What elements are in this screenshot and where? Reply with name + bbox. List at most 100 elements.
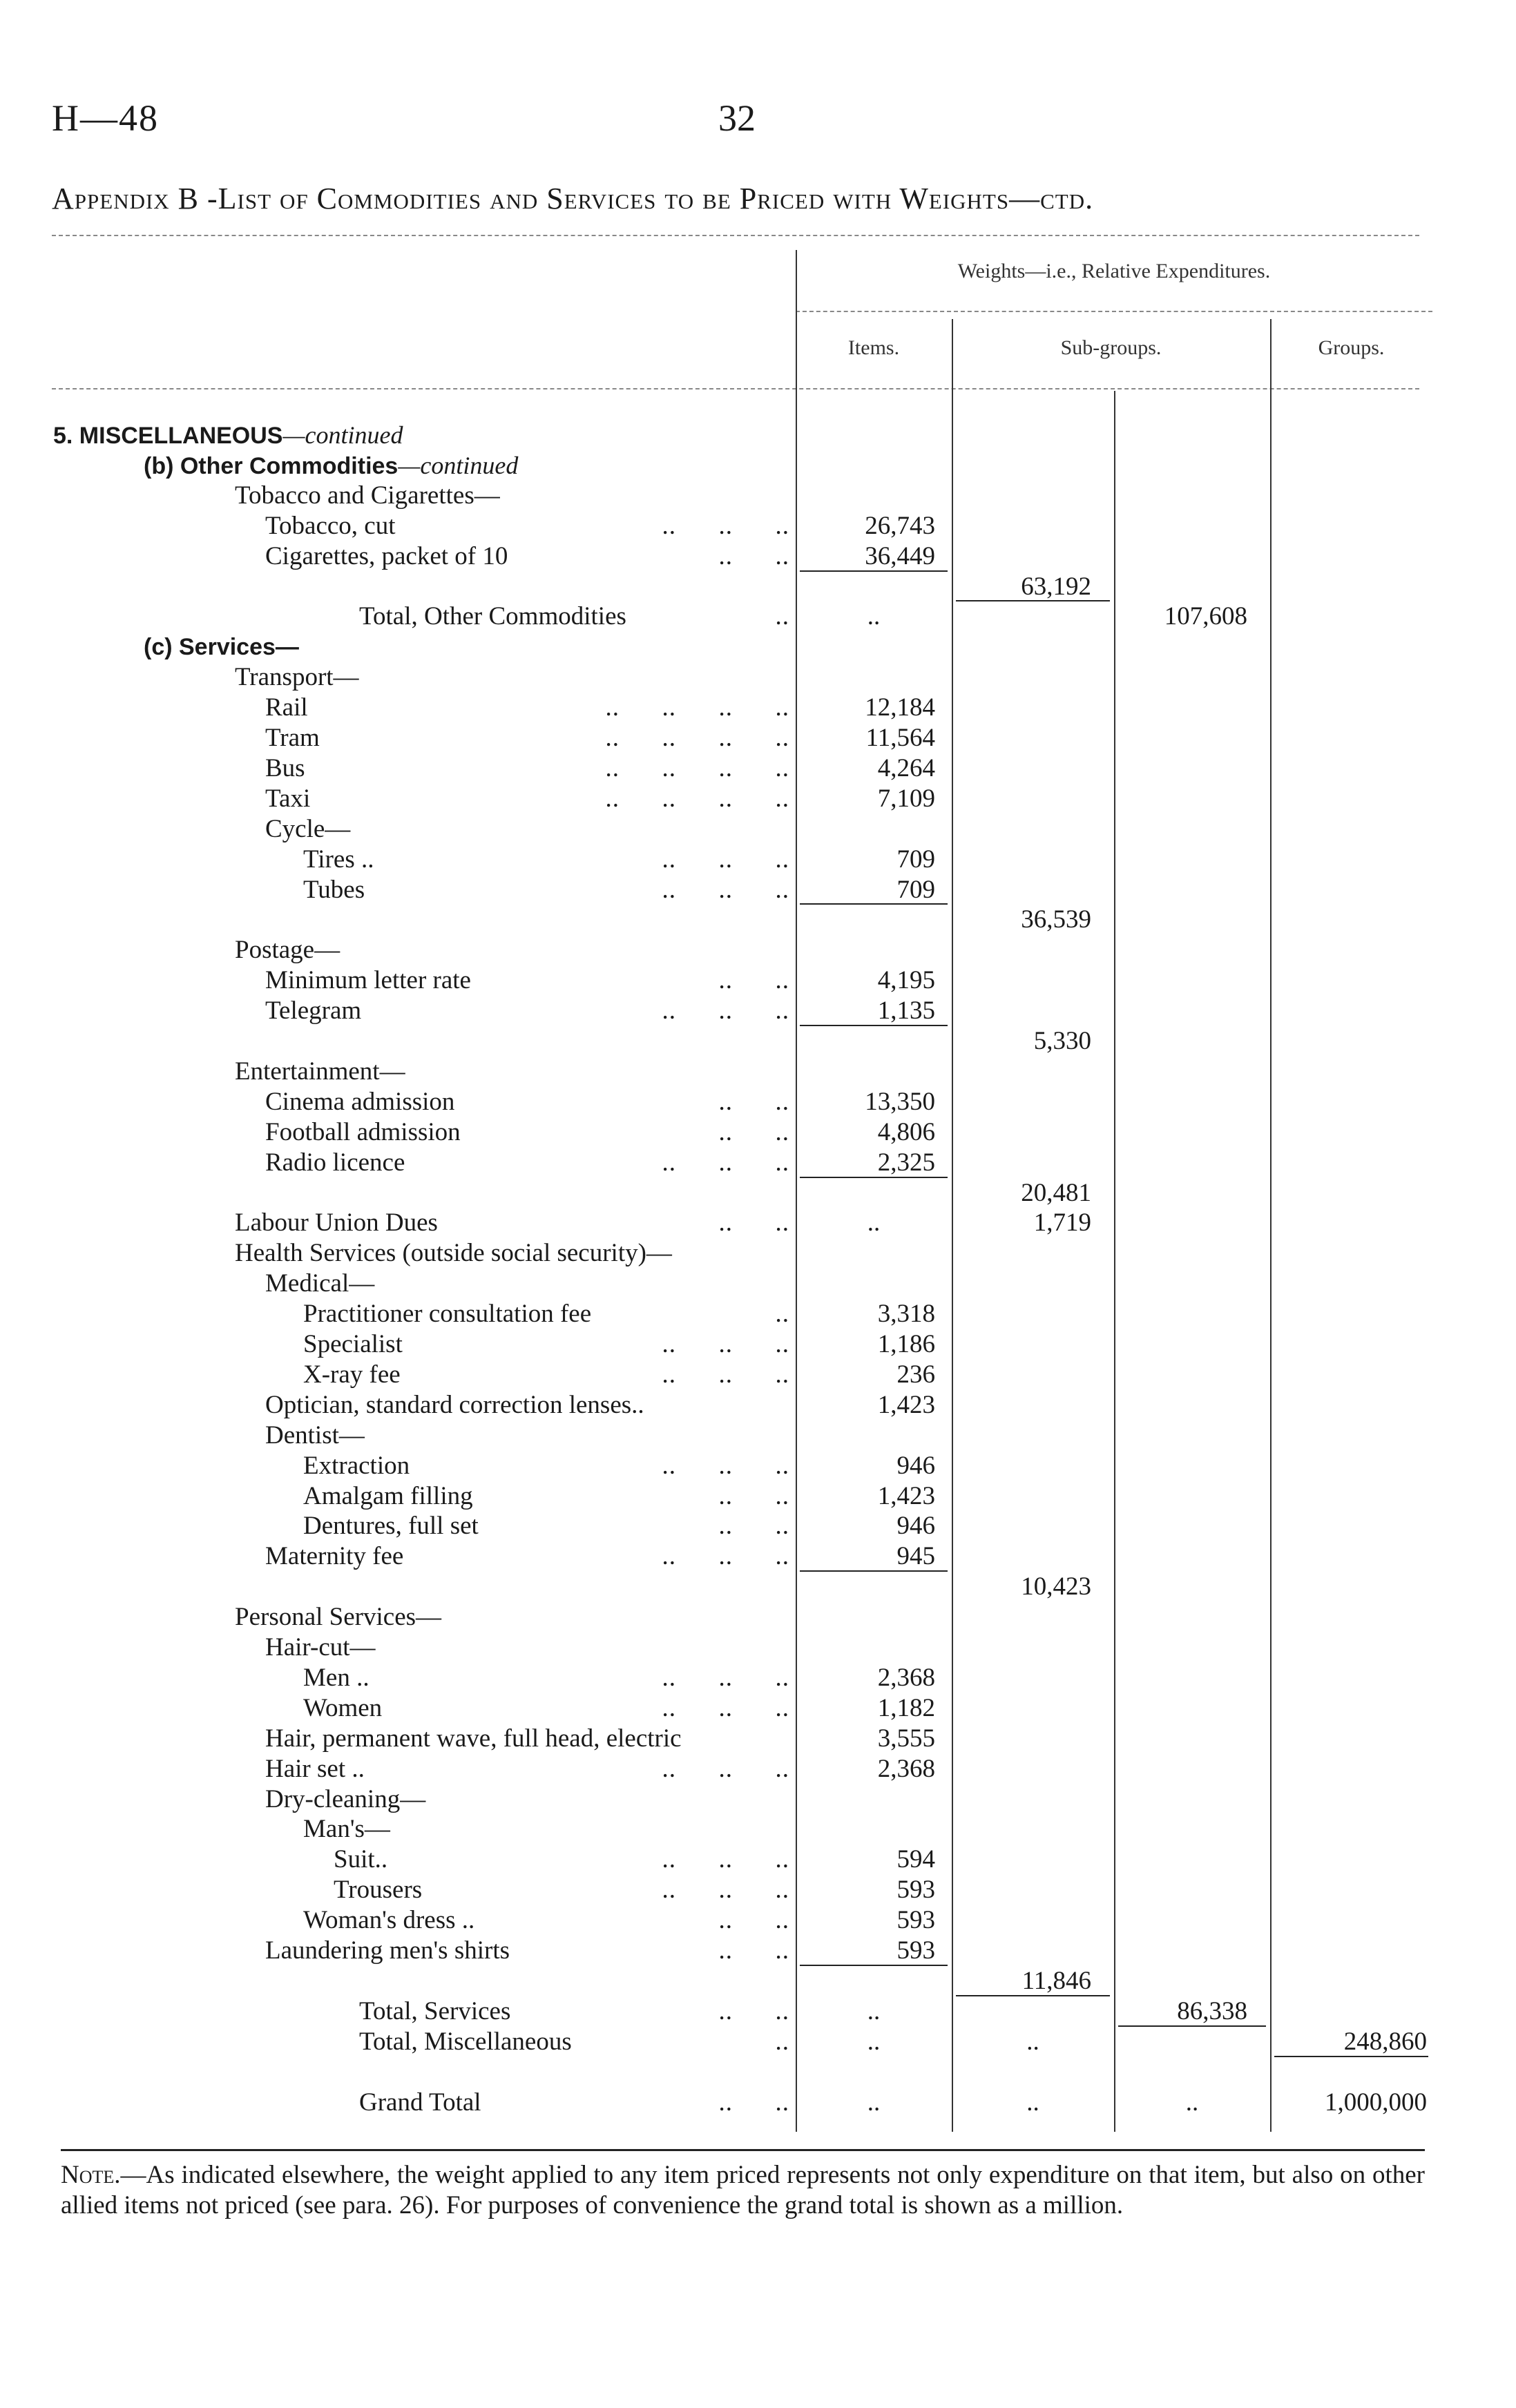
table-row: Bus .. .. .. .. 4,264 <box>0 753 1516 784</box>
table-row: Maternity fee .. .. .. 945 <box>0 1541 1516 1572</box>
table-row: Hair, permanent wave, full head, electri… <box>0 1724 1516 1754</box>
row-label: Woman's dress .. <box>303 1905 474 1936</box>
row-label-text: Hair set .. <box>265 1754 365 1783</box>
column-divider <box>952 319 953 2132</box>
dot-leader: .. .. .. <box>662 875 789 904</box>
dot-leader: .. .. .. <box>662 1360 789 1389</box>
footer-divider <box>61 2149 1425 2151</box>
column-header-groups: Groups. <box>1318 336 1385 359</box>
table-row <box>0 2055 1516 2088</box>
row-label: Dry-cleaning— <box>265 1784 425 1815</box>
row-label-text: Total, Services <box>359 1996 511 2025</box>
row-label-text: Medical— <box>265 1269 375 1298</box>
items-value: 2,368 <box>877 1754 935 1783</box>
row-label-text: Women <box>303 1693 383 1722</box>
items-value: 12,184 <box>865 693 935 722</box>
row-label-suffix: —continued <box>282 421 403 449</box>
dot-leader: .. .. .. <box>662 1451 789 1480</box>
row-label: Taxi <box>265 784 310 814</box>
items-value: .. <box>867 1996 881 2025</box>
footnote: Note.—As indicated elsewhere, the weight… <box>61 2160 1425 2221</box>
row-label: Specialist <box>303 1329 403 1360</box>
row-label: Cycle— <box>265 814 350 845</box>
footnote-lead: Note. <box>61 2161 121 2189</box>
row-label: Hair set .. <box>265 1754 365 1784</box>
page-identifier: H—48 <box>52 97 159 139</box>
items-value: .. <box>867 2027 881 2056</box>
weights-group-header-text: Weights—i.e., Relative Expenditures. <box>957 260 1271 282</box>
items-value: 2,368 <box>877 1663 935 1692</box>
table-row: Tobacco, cut .. .. .. 26,743 <box>0 511 1516 541</box>
subgroups-value: 36,539 <box>1021 905 1091 934</box>
dot-leader: .. .. .. <box>662 1693 789 1722</box>
row-label: Optician, standard correction lenses.. <box>265 1390 644 1420</box>
row-label-text: Labour Union Dues <box>235 1208 438 1237</box>
header-divider <box>52 235 1419 236</box>
groups-b-value: 248,860 <box>1343 2027 1427 2056</box>
items-value: 593 <box>896 1936 936 1965</box>
row-label-text: Laundering men's shirts <box>265 1936 510 1965</box>
items-value: 593 <box>896 1906 936 1935</box>
row-label: Women <box>303 1693 382 1724</box>
row-label-text: Man's— <box>303 1815 390 1844</box>
subgroups-value: .. <box>1026 2027 1039 2056</box>
table-row: 10,423 <box>0 1570 1516 1602</box>
row-label-text: Taxi <box>265 784 311 813</box>
subgroups-value: 11,846 <box>1021 1966 1091 1995</box>
row-label-text: Tubes <box>303 875 365 904</box>
column-divider <box>1270 319 1272 2132</box>
table-row: Dentures, full set .. .. 946 <box>0 1511 1516 1541</box>
table-row: Transport— <box>0 662 1516 693</box>
dot-leader: .. .. <box>718 1512 789 1541</box>
row-label: Entertainment— <box>235 1057 405 1087</box>
items-value: 1,186 <box>877 1330 935 1358</box>
table-row: Amalgam filling .. .. 1,423 <box>0 1481 1516 1512</box>
row-label-text: (b) Other Commodities <box>144 452 399 479</box>
row-label-text: Hair-cut— <box>265 1633 376 1661</box>
items-value: 7,109 <box>877 784 935 813</box>
weights-group-header: Weights—i.e., Relative Expenditures. <box>796 260 1432 283</box>
row-label: Tobacco and Cigarettes— <box>235 481 500 511</box>
row-label: Dentures, full set <box>303 1511 479 1541</box>
items-value: .. <box>867 602 881 631</box>
table-row: Taxi .. .. .. .. 7,109 <box>0 784 1516 814</box>
dot-leader: .. .. <box>718 1117 789 1146</box>
row-label: (c) Services— <box>144 632 299 662</box>
row-label-text: Postage— <box>235 936 340 965</box>
row-label-text: X-ray fee <box>303 1360 401 1389</box>
row-label: Radio licence <box>265 1148 405 1178</box>
table-row: Laundering men's shirts .. .. 593 <box>0 1936 1516 1966</box>
items-value: 236 <box>896 1360 936 1389</box>
table-row: Women .. .. .. 1,182 <box>0 1693 1516 1724</box>
row-label-suffix: —continued <box>398 451 519 479</box>
table-row: Hair-cut— <box>0 1632 1516 1663</box>
dot-leader: .. .. .. <box>662 1663 789 1692</box>
items-value: 946 <box>896 1512 936 1541</box>
table-row: 5. MISCELLANEOUS—continued <box>0 420 1516 450</box>
dot-leader: .. .. <box>718 1087 789 1116</box>
row-label-text: Football admission <box>265 1117 461 1146</box>
row-label-text: Specialist <box>303 1330 403 1358</box>
column-divider <box>1114 391 1115 2132</box>
table-row: Tubes .. .. .. 709 <box>0 875 1516 905</box>
items-value: .. <box>867 1208 881 1237</box>
groups-a-value: .. <box>1185 2088 1199 2117</box>
dot-leader: .. .. .. <box>662 1148 789 1177</box>
row-label-text: Bus <box>265 753 305 782</box>
items-value: 3,318 <box>877 1300 935 1329</box>
row-label: Total, Services <box>359 1996 510 2027</box>
items-value: 2,325 <box>877 1148 935 1177</box>
subgroups-value: 10,423 <box>1021 1572 1091 1601</box>
table-row: Total, Miscellaneous...... 248,860 <box>0 2025 1516 2057</box>
dot-leader: .. <box>775 1300 789 1329</box>
table-row: 5,330 <box>0 1025 1516 1057</box>
subgroups-value: 1,719 <box>1033 1208 1091 1237</box>
table-row: Cigarettes, packet of 10 .. .. 36,449 <box>0 541 1516 572</box>
row-label-text: Tram <box>265 724 320 752</box>
row-label: Medical— <box>265 1269 374 1299</box>
table-row: Woman's dress .. .. .. 593 <box>0 1905 1516 1936</box>
row-label-text: Practitioner consultation fee <box>303 1300 592 1329</box>
table-row: Minimum letter rate .. .. 4,195 <box>0 965 1516 996</box>
row-label: Extraction <box>303 1451 410 1481</box>
dot-leader: .. .. .. .. <box>605 753 789 782</box>
